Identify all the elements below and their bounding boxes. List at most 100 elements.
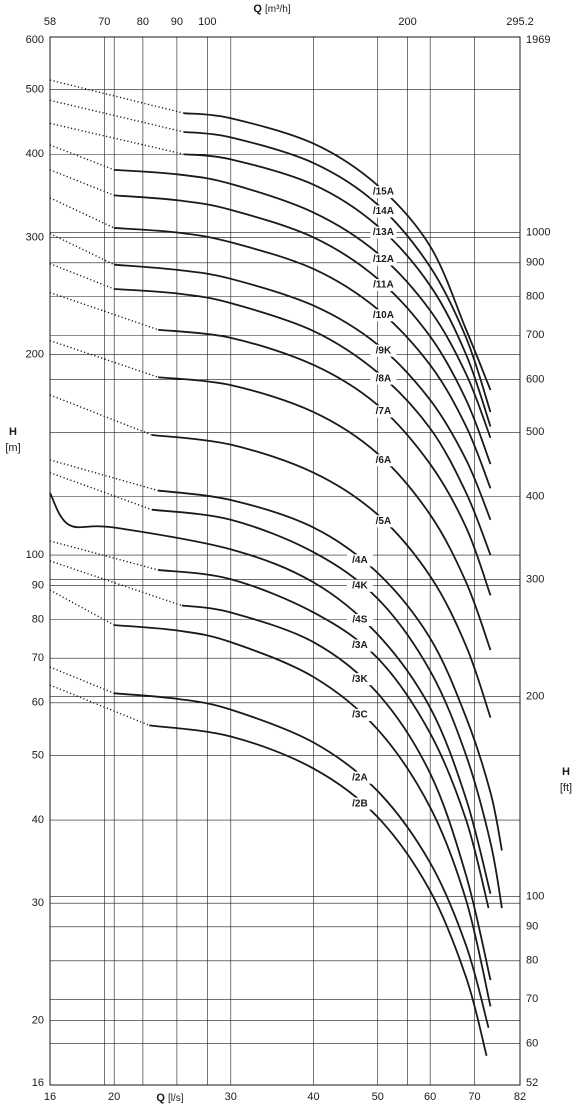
- curve-extension: [49, 540, 159, 571]
- y2-tick-label: 90: [526, 921, 538, 933]
- y2-tick-label: 400: [526, 491, 544, 503]
- curve-extension: [49, 471, 153, 511]
- y2-axis-unit: [ft]: [560, 782, 572, 794]
- x-tick-label: 20: [108, 1091, 120, 1103]
- curve-label-bg: [346, 771, 373, 784]
- curve-label: /2A: [352, 772, 368, 783]
- y-tick-label: 20: [32, 1014, 44, 1026]
- curve-label: /8A: [376, 373, 392, 384]
- x2-tick-label: 90: [171, 16, 183, 28]
- x-tick-label: 30: [225, 1091, 237, 1103]
- x2-tick-label: 200: [398, 16, 416, 28]
- pump-curve: [114, 263, 492, 521]
- x-tick-label: 16: [44, 1091, 56, 1103]
- curve-label-bg: [370, 253, 397, 266]
- y-tick-label: 40: [32, 814, 44, 826]
- pump-curve: [114, 227, 492, 489]
- y-axis-unit: [m]: [5, 442, 20, 454]
- x2-tick-label: 80: [137, 16, 149, 28]
- curve-label: /3C: [352, 710, 368, 721]
- pump-curve: [181, 604, 492, 981]
- curve-label: /11A: [373, 280, 394, 291]
- pump-curve: [157, 569, 490, 909]
- y2-tick-label: 200: [526, 690, 544, 702]
- curve-label-bg: [370, 186, 397, 199]
- x-tick-label: 60: [424, 1091, 436, 1103]
- y-tick-label: 30: [32, 897, 44, 909]
- y-tick-label: 200: [26, 349, 44, 361]
- y-tick-label: 600: [26, 34, 44, 46]
- y-tick-label: 16: [32, 1077, 44, 1089]
- curve-label-bg: [370, 309, 397, 322]
- y-tick-label: 500: [26, 84, 44, 96]
- curve-label-bg: [370, 205, 397, 218]
- x2-tick-label: 100: [198, 16, 216, 28]
- pump-curve: [114, 692, 490, 1029]
- x2-tick-label: 58: [44, 16, 56, 28]
- x-axis-symbol: Q: [156, 1092, 165, 1104]
- pump-curve: [158, 328, 492, 596]
- pump-curve: [114, 168, 492, 439]
- pump-curve: [183, 153, 492, 427]
- plot-frame: [49, 36, 521, 1086]
- curve-extension: [49, 169, 115, 196]
- curve-label: /7A: [376, 406, 392, 417]
- curve-label-bg: [370, 515, 397, 528]
- curve-label: /3A: [352, 640, 368, 651]
- pump-curve: [183, 131, 492, 413]
- pump-curve: [183, 112, 492, 391]
- pump-curve: [149, 724, 488, 1057]
- curve-label-bg: [370, 405, 397, 418]
- curve-label-bg: [346, 579, 373, 592]
- curve-extension: [49, 339, 159, 378]
- curve-extension: [49, 666, 115, 694]
- y2-tick-label: 80: [526, 955, 538, 967]
- curve-label-bg: [346, 797, 373, 810]
- curve-label: /10A: [373, 310, 394, 321]
- pump-curve: [114, 624, 492, 1007]
- x2-tick-label: 295.2: [506, 16, 534, 28]
- x-tick-label: 70: [468, 1091, 480, 1103]
- y2-tick-label: 1000: [526, 226, 550, 238]
- curve-label-bg: [370, 226, 397, 239]
- curve-label-bg: [370, 344, 397, 357]
- y2-axis-symbol: H: [562, 766, 570, 778]
- curve-label: /4K: [352, 580, 368, 591]
- x-tick-label: 40: [307, 1091, 319, 1103]
- x-tick-label: 50: [372, 1091, 384, 1103]
- y-tick-label: 90: [32, 579, 44, 591]
- x2-tick-label: 70: [98, 16, 110, 28]
- curve-label: /12A: [373, 254, 394, 265]
- curve-extension: [49, 394, 153, 436]
- y-tick-label: 300: [26, 231, 44, 243]
- curve-label: /14A: [373, 206, 394, 217]
- curve-label: /3K: [352, 674, 368, 685]
- pump-curve: [157, 489, 503, 851]
- y-axis-symbol: H: [9, 426, 17, 438]
- y2-tick-label: 800: [526, 291, 544, 303]
- y-tick-label: 50: [32, 749, 44, 761]
- curve-label-bg: [370, 454, 397, 467]
- pump-curve: [49, 492, 492, 894]
- y2-tick-label: 300: [526, 574, 544, 586]
- pump-curve: [114, 194, 492, 465]
- y2-tick-label: 500: [526, 426, 544, 438]
- x-tick-label: 82: [514, 1091, 526, 1103]
- curve-label: /2B: [352, 798, 368, 809]
- y2-tick-label: 700: [526, 329, 544, 341]
- curve-label: /15A: [373, 187, 394, 198]
- curve-label-bg: [346, 614, 373, 627]
- y2-tick-label: 100: [526, 890, 544, 902]
- y2-tick-label: 60: [526, 1038, 538, 1050]
- curve-label: /6A: [376, 455, 392, 466]
- curve-extension: [49, 232, 115, 266]
- x2-axis-unit: [m³/h]: [265, 4, 291, 15]
- y2-tick-label: 1969: [526, 34, 550, 46]
- curve-label: /13A: [373, 227, 394, 238]
- curve-extension: [49, 459, 159, 492]
- x2-axis-title: Q [m³/h]: [253, 3, 290, 15]
- y-tick-label: 60: [32, 697, 44, 709]
- x-axis-unit: [l/s]: [168, 1093, 184, 1104]
- curve-extension: [49, 122, 185, 155]
- pump-curve: [158, 376, 492, 651]
